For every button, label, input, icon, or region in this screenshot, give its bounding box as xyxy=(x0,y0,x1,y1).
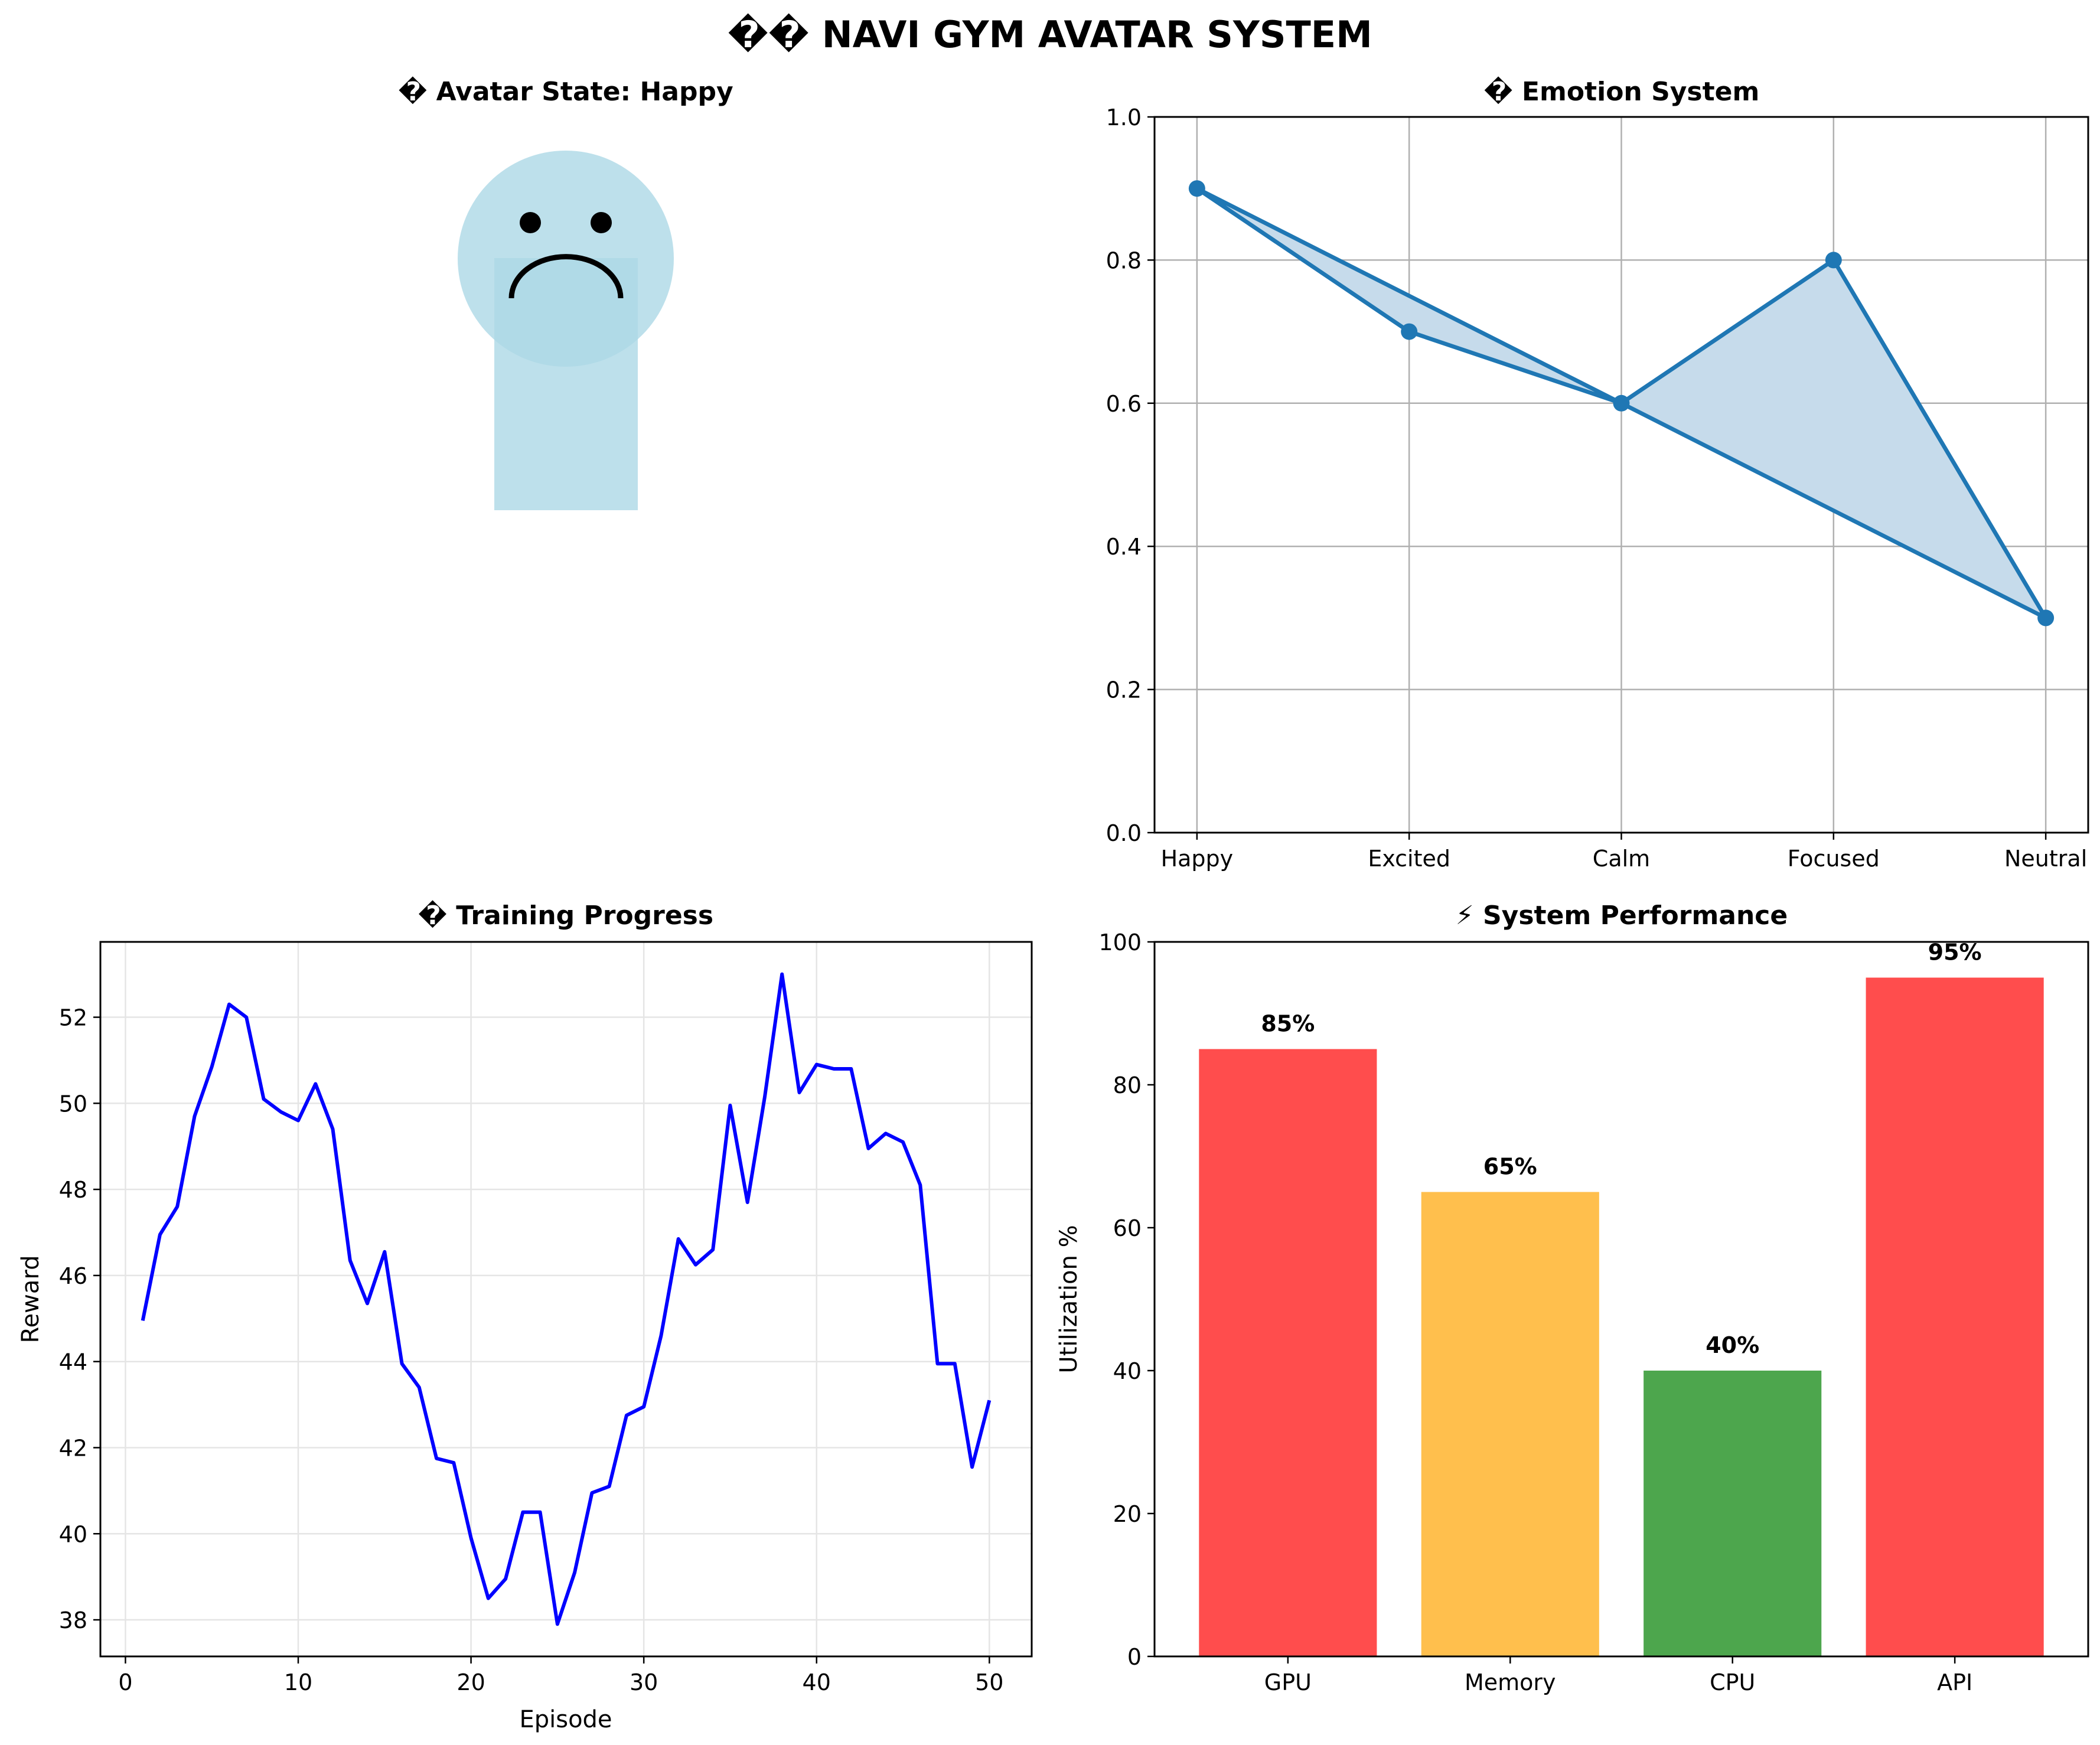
training-xtick-label: 10 xyxy=(284,1669,312,1695)
emotion-ytick-label: 0.0 xyxy=(1106,820,1142,846)
performance-bar xyxy=(1644,1371,1822,1656)
training-ytick-label: 40 xyxy=(59,1521,87,1547)
performance-bar-value-label: 40% xyxy=(1706,1332,1759,1358)
emotion-point xyxy=(2037,609,2055,627)
performance-bar xyxy=(1421,1192,1599,1656)
performance-ytick-label: 80 xyxy=(1113,1072,1142,1098)
emotion-xtick-label: Focused xyxy=(1788,846,1880,872)
performance-bar xyxy=(1866,977,2044,1656)
training-x-axis-label: Episode xyxy=(519,1706,612,1733)
training-panel: � Training Progress 38 40 42 44 46 48 50 52 0 10 2… xyxy=(17,900,1033,1733)
training-plot-frame xyxy=(99,941,1033,1658)
training-xtick-label: 0 xyxy=(118,1669,132,1695)
training-xtick-label: 20 xyxy=(456,1669,485,1695)
emotion-point xyxy=(1188,180,1205,197)
emotion-xtick-label: Excited xyxy=(1368,846,1450,872)
training-y-axis-label: Reward xyxy=(17,1255,44,1343)
emotion-xtick-label: Calm xyxy=(1593,846,1650,872)
training-xtick-label: 30 xyxy=(630,1669,658,1695)
training-xtick-label: 50 xyxy=(975,1669,1003,1695)
performance-xtick-label: GPU xyxy=(1264,1669,1312,1695)
emotion-ytick-label: 0.8 xyxy=(1106,247,1142,273)
training-ytick-label: 42 xyxy=(59,1435,87,1461)
training-ytick-label: 52 xyxy=(59,1005,87,1031)
performance-bar-value-label: 85% xyxy=(1261,1011,1315,1037)
performance-y-axis-label: Utilization % xyxy=(1055,1225,1082,1373)
training-ytick-label: 48 xyxy=(59,1177,87,1203)
performance-xtick-label: CPU xyxy=(1710,1669,1755,1695)
page-title: �� NAVI GYM AVATAR SYSTEM xyxy=(728,13,1372,56)
training-reward-line xyxy=(141,972,992,1626)
emotion-xtick-label: Neutral xyxy=(2004,846,2087,872)
emotion-xtick-label: Happy xyxy=(1161,846,1234,872)
emotion-line xyxy=(1195,186,2048,620)
emotion-point xyxy=(1401,323,1418,340)
training-ytick-label: 38 xyxy=(59,1607,87,1633)
avatar-panel-title: � Avatar State: Happy xyxy=(398,76,733,107)
avatar-left-eye xyxy=(520,212,541,233)
training-xtick-label: 40 xyxy=(803,1669,831,1695)
performance-ytick-label: 100 xyxy=(1098,929,1142,955)
performance-panel: ⚡ System Performance 85% 65% 40% 95% GPU Mem… xyxy=(1055,901,2089,1695)
emotion-chart-title: � Emotion System xyxy=(1484,76,1760,107)
emotion-point xyxy=(1613,394,1630,412)
performance-xtick-label: Memory xyxy=(1465,1669,1556,1695)
training-ytick-label: 50 xyxy=(59,1091,87,1117)
avatar-right-eye xyxy=(591,212,612,233)
emotion-ytick-label: 1.0 xyxy=(1106,105,1142,131)
performance-ytick-label: 60 xyxy=(1113,1215,1142,1241)
emotion-ytick-label: 0.4 xyxy=(1106,534,1142,560)
emotion-panel: � Emotion System 0.0 0.2 0.4 0.6 0.8 1.0 Happy… xyxy=(1106,76,2089,872)
performance-ytick-label: 0 xyxy=(1127,1644,1142,1670)
emotion-point xyxy=(1825,252,1842,269)
avatar-panel: � Avatar State: Happy xyxy=(398,76,733,510)
training-ytick-label: 46 xyxy=(59,1263,87,1289)
training-ytick-label: 44 xyxy=(59,1349,87,1375)
performance-bar-value-label: 65% xyxy=(1483,1154,1537,1180)
avatar-mouth-frown xyxy=(508,254,624,299)
training-chart-title: � Training Progress xyxy=(418,900,713,931)
emotion-ytick-label: 0.2 xyxy=(1106,677,1142,703)
performance-bar-value-label: 95% xyxy=(1928,940,1982,966)
performance-bar xyxy=(1199,1049,1377,1656)
performance-ytick-label: 20 xyxy=(1113,1501,1142,1527)
emotion-ytick-label: 0.6 xyxy=(1106,391,1142,417)
performance-ytick-label: 40 xyxy=(1113,1358,1142,1384)
performance-xtick-label: API xyxy=(1937,1669,1972,1695)
performance-plot-frame xyxy=(1153,941,2089,1658)
performance-chart-title: ⚡ System Performance xyxy=(1456,901,1788,931)
